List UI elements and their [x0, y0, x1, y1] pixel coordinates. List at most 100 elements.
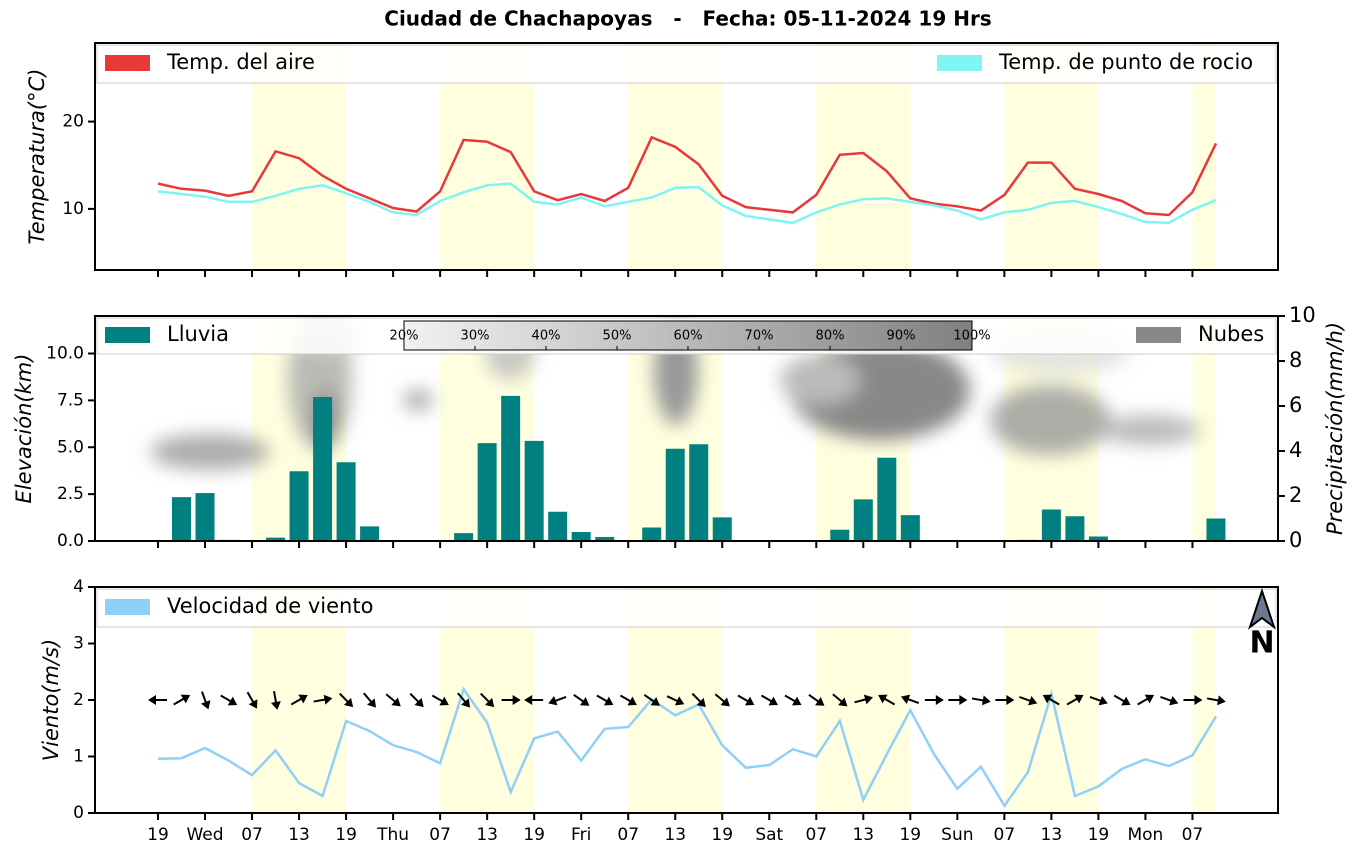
bar [830, 529, 850, 541]
colorbar-label: 50% [603, 329, 632, 344]
legend-swatch [105, 327, 150, 343]
y-tick-label: 20 [62, 112, 84, 132]
wind-arrow [431, 694, 449, 706]
wind-arrow [409, 692, 424, 708]
wind-arrow [714, 693, 730, 707]
x-tick-label: 19 [147, 825, 169, 845]
y-tick-label: 1 [73, 747, 84, 767]
colorbar-label: 100% [953, 329, 990, 344]
bar [1088, 536, 1108, 541]
wind-arrow [480, 692, 495, 708]
north-arrow: N [1248, 587, 1276, 661]
y-tick-label: 10 [62, 199, 84, 219]
wind-arrow [596, 694, 614, 706]
wind-arrow [173, 694, 191, 706]
wind-arrow [924, 695, 944, 705]
bar [172, 497, 192, 541]
wind-arrow [832, 693, 848, 707]
bar [665, 448, 685, 541]
line [157, 135, 1218, 217]
line [157, 182, 1217, 225]
bar [712, 517, 732, 541]
y2-tick-label: 0 [1289, 528, 1302, 552]
colorbar-label: 40% [532, 329, 561, 344]
wind-arrow [691, 692, 706, 708]
wind-arrow [313, 694, 333, 705]
x-tick-label: 13 [476, 825, 498, 845]
wind-arrow [1042, 694, 1060, 706]
bar [195, 493, 215, 541]
x-tick-label: 07 [994, 825, 1016, 845]
wind-arrow [948, 695, 968, 705]
legend-swatch [1136, 327, 1181, 343]
x-tick-label: 19 [711, 825, 733, 845]
y-tick-label: 0 [73, 803, 84, 823]
x-tick-label: 13 [852, 825, 874, 845]
wind-arrow [784, 694, 802, 706]
x-tick-label: Mon [1127, 825, 1163, 845]
bar [1065, 516, 1085, 541]
bar [642, 527, 662, 541]
y-tick-label: 2.5 [57, 484, 84, 504]
wind-arrow [971, 695, 991, 706]
bar [689, 444, 709, 541]
bar [360, 526, 380, 541]
daylight-band [1192, 43, 1216, 270]
x-tick-label: 07 [617, 825, 639, 845]
bar [313, 397, 333, 541]
wind-arrow [246, 691, 258, 709]
x-tick-label: 07 [805, 825, 827, 845]
bar [595, 536, 615, 541]
line [157, 686, 1218, 808]
x-tick-label: 13 [1041, 825, 1063, 845]
x-tick-label: 19 [1088, 825, 1110, 845]
x-tick-label: 13 [288, 825, 310, 845]
bar [289, 471, 309, 541]
y-axis-label: Elevación(km) [12, 354, 36, 504]
x-tick-label: 19 [523, 825, 545, 845]
legend-label: Temp. del aire [166, 50, 315, 74]
legend-swatch [105, 55, 150, 71]
y2-tick-label: 2 [1289, 483, 1302, 507]
y2-tick-label: 4 [1289, 438, 1302, 462]
x-tick-label: Sun [941, 825, 973, 845]
x-tick-label: 07 [241, 825, 263, 845]
legend-box [96, 588, 1277, 628]
bar [336, 462, 356, 541]
daylight-band [1192, 587, 1216, 813]
daylight-band [1192, 316, 1216, 541]
wind-arrow [201, 691, 211, 710]
y-axis-label: Viento(m/s) [39, 639, 63, 761]
wind-arrow [220, 694, 238, 706]
y-tick-label: 7.5 [57, 390, 84, 410]
axes-frame [94, 42, 1279, 271]
wind-arrow [619, 694, 637, 706]
wind-arrow [385, 693, 401, 707]
wind-arrow [1137, 694, 1155, 706]
marks: 1020Temperatura(°C)0.02.55.07.510.0Eleva… [12, 42, 1347, 845]
bar [501, 395, 521, 541]
colorbar-label: 20% [390, 329, 419, 344]
x-tick-label: Thu [376, 825, 409, 845]
x-tick-label: 19 [335, 825, 357, 845]
wind-arrow [1019, 695, 1038, 706]
wind-arrow [1206, 695, 1226, 706]
y-tick-label: 4 [73, 577, 84, 597]
wind-arrow [737, 694, 755, 706]
wind-arrow [1089, 695, 1108, 706]
colorbar-label: 70% [745, 329, 774, 344]
wind-arrow [854, 694, 873, 705]
chart-title: Ciudad de Chachapoyas - Fecha: 05-11-202… [384, 7, 991, 31]
wind-arrow [573, 694, 590, 706]
x-tick-label: Wed [186, 825, 223, 845]
axes-frame [94, 586, 1279, 814]
colorbar [403, 320, 973, 351]
x-tick-label: 07 [1182, 825, 1204, 845]
legend-swatch [105, 599, 150, 615]
x-tick-label: Sat [755, 825, 783, 845]
bar [454, 533, 474, 541]
bar [266, 537, 286, 541]
legend-box [96, 44, 1277, 84]
colorbar-label: 90% [887, 329, 916, 344]
